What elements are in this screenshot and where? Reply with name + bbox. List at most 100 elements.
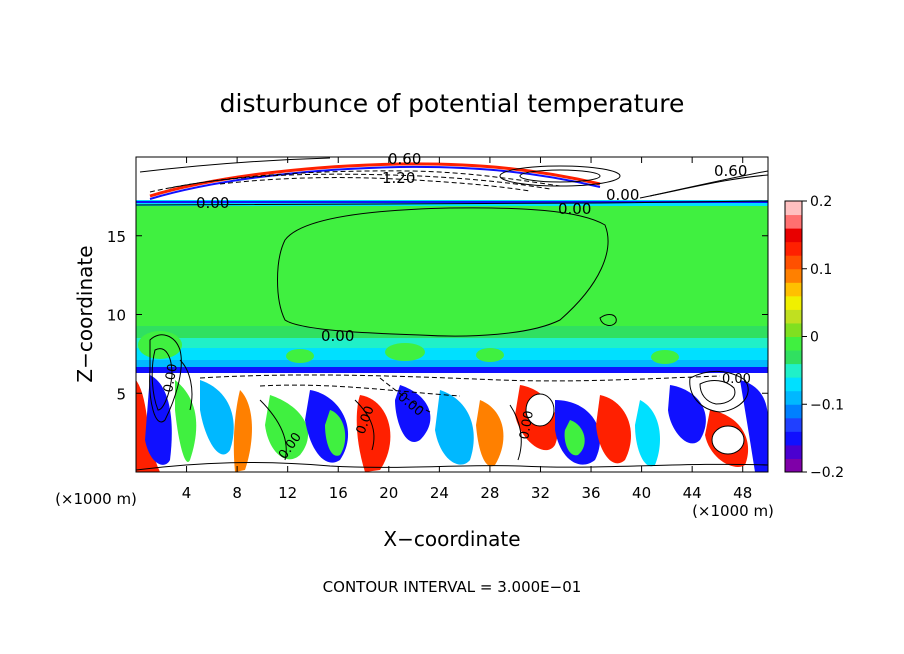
y-tick-label: 10 [107,307,126,325]
colorbar-swatch [785,295,802,310]
x-tick-label: 12 [278,484,297,502]
contour-interval-note: CONTOUR INTERVAL = 3.000E−01 [323,578,582,596]
colorbar-tick-label: 0.2 [810,194,832,210]
chart-title: disturbunce of potential temperature [220,89,685,118]
contour-label: 0.00 [558,200,591,218]
colorbar-tick-label: 0 [810,330,819,346]
bl-solid-bottom [136,462,768,471]
patch-green-1 [286,349,314,363]
colorbar-swatch [785,201,802,216]
blob-blue-left [145,375,172,465]
x-tick-label: 20 [379,484,398,502]
blob-green-3 [325,410,346,456]
x-tick-label: 16 [329,484,348,502]
colorbar-swatch [785,336,802,351]
contour-label: 0.00 [606,186,639,204]
blob-orange-1 [233,390,252,472]
contour-label: 0.00 [161,363,181,394]
bl-dashed-2 [259,384,461,397]
blob-blue-right [740,380,768,472]
contour-label: 0.00 [722,372,751,387]
bl-solid-1 [149,334,182,423]
x-axis-title: X−coordinate [383,527,520,551]
colorbar-swatch [785,404,802,419]
blob-cyan-2 [435,390,474,465]
central-contour [277,207,609,337]
bl-solid-3 [179,359,193,411]
x-axis: 4 8 12 16 20 24 28 32 36 40 44 48 [182,157,752,502]
upper-blue-band [149,165,601,200]
colorbar-swatch [785,255,802,270]
bl-solid-6 [259,399,287,461]
light-blue-band [136,360,768,368]
blob-red-4 [596,395,631,464]
colorbar-swatch [785,458,802,473]
blob-cyan-3 [635,400,660,467]
x-tick-label: 32 [531,484,550,502]
blob-green-4 [564,420,585,456]
blob-cyan-1 [200,380,234,455]
upper-solid-contour-1 [499,165,621,187]
x-tick-label: 40 [632,484,651,502]
bl-solid-2 [151,348,173,411]
upper-dashed-contour-2 [169,173,551,190]
blob-green-2 [265,395,309,460]
upper-white [136,169,768,201]
teal-band [136,338,768,348]
contour-label: 0.00 [196,194,229,212]
zero-contour-top [136,200,768,206]
colorbar-swatch [785,363,802,378]
y-axis-title: Z−coordinate [73,245,97,382]
colorbar-swatch [785,390,802,405]
x-tick-label: 48 [733,484,752,502]
z-unit-label: (×1000 m) [55,490,137,508]
colorbar-swatch [785,268,802,283]
colorbar-swatch [785,241,802,256]
x-unit-label: (×1000 m) [692,502,774,520]
colorbar-tick-label: −0.1 [810,397,844,413]
x-tick-label: 4 [182,484,192,502]
field-layer [136,157,768,472]
upper-solid-contour-5 [139,157,331,173]
blob-blue-3 [395,385,431,442]
colorbar-tick-label: 0.1 [810,262,832,278]
colorbar-swatch [785,417,802,432]
upper-solid-contour-4 [649,170,768,197]
patch-green-2 [385,343,425,361]
contour-label: 0.60 [388,150,421,168]
colorbar [785,201,802,473]
blob-green-left [175,380,197,462]
colorbar-swatch [785,309,802,324]
y-axis: 5 10 15 [107,228,768,403]
x-tick-label: 24 [430,484,449,502]
contour-label: 1.20 [382,169,415,187]
x-tick-label: 36 [581,484,600,502]
colorbar-swatch [785,282,802,297]
colorbar-ticks: 0.2 0.1 0 −0.1 −0.2 [802,194,844,481]
x-tick-label: 8 [232,484,242,502]
upper-solid-contour-2 [519,169,601,183]
colorbar-tick-label: −0.2 [810,465,844,481]
colorbar-swatch [785,228,802,243]
colorbar-swatch [785,431,802,446]
blue-band [136,367,768,373]
patch-green-3 [476,348,504,362]
blob-white-contour [525,393,555,427]
colorbar-swatch [785,377,802,392]
bl-solid-4 [689,371,749,413]
patch-green-4 [651,350,679,364]
contour-label: 0.00 [517,410,537,441]
contour-label: 0.60 [714,162,747,180]
colorbar-swatch [785,322,802,337]
bl-solid-5 [699,380,736,405]
colorbar-swatch [785,350,802,365]
y-tick-label: 15 [107,228,126,246]
tropopause-blue-line [136,201,768,203]
x-tick-label: 44 [683,484,702,502]
small-contour [599,314,617,326]
colorbar-swatch [785,214,802,229]
upper-dashed-contour-3 [219,177,531,192]
bl-dashed-3 [379,377,431,413]
y-tick-label: 5 [116,385,126,403]
bl-solid-7 [354,399,375,451]
